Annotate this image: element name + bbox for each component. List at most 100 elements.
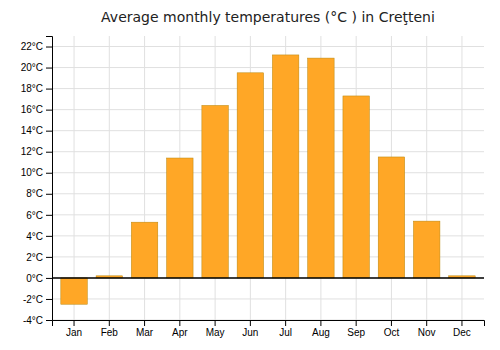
x-tick-label: May [206, 327, 225, 338]
x-tick: Apr [172, 320, 188, 338]
x-axis-line [53, 321, 485, 327]
grid-line-y [52, 214, 484, 215]
bar [413, 221, 439, 278]
x-tick-mark [179, 320, 180, 326]
y-tick: 0°C [26, 273, 52, 284]
y-tick: 12°C [21, 146, 52, 157]
chart: -4°C-2°C0°C2°C4°C6°C8°C10°C12°C14°C16°C1… [0, 0, 500, 350]
bar [378, 157, 404, 278]
x-tick-mark [285, 320, 286, 326]
x-tick-mark [426, 320, 427, 326]
x-tick-label: Dec [453, 327, 471, 338]
grid-line-y [52, 277, 484, 278]
grid-line-y [52, 130, 484, 131]
y-tick-mark [46, 257, 52, 258]
y-tick-mark [46, 47, 52, 48]
plot: -4°C-2°C0°C2°C4°C6°C8°C10°C12°C14°C16°C1… [21, 36, 485, 338]
x-tick-label: Jun [242, 327, 258, 338]
x-tick-label: Sep [347, 327, 365, 338]
x-tick-mark [250, 320, 251, 326]
bar [202, 105, 228, 278]
zero-line [52, 277, 484, 279]
grid-line-y [52, 172, 484, 173]
y-tick-label: -4°C [23, 315, 43, 326]
x-tick-label: Aug [312, 327, 330, 338]
y-tick: 2°C [26, 252, 52, 263]
x-tick-label: Apr [172, 327, 188, 338]
y-tick-mark [46, 320, 52, 321]
y-tick-label: 10°C [21, 167, 43, 178]
y-tick-mark [46, 215, 52, 216]
x-tick: Jan [66, 320, 82, 338]
x-tick-mark [144, 320, 145, 326]
y-tick-label: 2°C [26, 252, 43, 263]
grid [52, 36, 484, 320]
y-tick-mark [46, 152, 52, 153]
y-tick: 20°C [21, 62, 52, 73]
y-axis-line [46, 37, 53, 321]
grid-line-y [52, 298, 484, 299]
y-tick: 4°C [26, 231, 52, 242]
x-tick-mark [215, 320, 216, 326]
x-tick-label: Mar [136, 327, 154, 338]
title: Average monthly temperatures (°C ) in Cr… [101, 9, 435, 25]
grid-line-y [52, 67, 484, 68]
y-tick: 14°C [21, 125, 52, 136]
bar [167, 158, 193, 278]
y-tick-label: 14°C [21, 125, 43, 136]
x-tick-label: Nov [418, 327, 436, 338]
x-tick-label: Feb [101, 327, 119, 338]
y-tick: 8°C [26, 188, 52, 199]
y-tick-label: 22°C [21, 41, 43, 52]
grid-line-y [52, 46, 484, 47]
x-tick-label: Jan [66, 327, 82, 338]
grid-line-y [52, 151, 484, 152]
y-tick-label: -2°C [23, 294, 43, 305]
x-tick: Jul [279, 320, 292, 338]
bar [308, 58, 334, 278]
x-tick-mark [109, 320, 110, 326]
y-tick-mark [46, 110, 52, 111]
x-tick: Mar [136, 320, 154, 338]
bar [131, 222, 157, 278]
x-tick: May [206, 320, 225, 338]
x-tick: Aug [312, 320, 330, 338]
y-tick-label: 4°C [26, 231, 43, 242]
y-tick-label: 16°C [21, 104, 43, 115]
x-axis: Jan Feb Mar Apr May Jun Jul Aug Sep Oct Nov Dec [53, 320, 485, 338]
x-tick-mark [461, 320, 462, 326]
x-tick: Jun [242, 320, 258, 338]
y-tick: 10°C [21, 167, 52, 178]
y-tick: 16°C [21, 104, 52, 115]
y-tick-label: 8°C [26, 188, 43, 199]
y-tick-mark [46, 278, 52, 279]
grid-line-y [52, 109, 484, 110]
bars [52, 55, 484, 304]
bar [237, 73, 263, 278]
y-tick: 6°C [26, 210, 52, 221]
bar [343, 96, 369, 278]
y-tick-mark [46, 131, 52, 132]
y-tick-mark [46, 173, 52, 174]
y-tick-mark [46, 89, 52, 90]
x-tick: Feb [101, 320, 119, 338]
y-tick-mark [46, 68, 52, 69]
x-tick-label: Jul [279, 327, 292, 338]
x-tick-mark [356, 320, 357, 326]
y-tick: -2°C [23, 294, 52, 305]
x-tick: Sep [347, 320, 365, 338]
x-tick-mark [74, 320, 75, 326]
y-tick-label: 0°C [26, 273, 43, 284]
y-tick-mark [46, 236, 52, 237]
y-tick-label: 12°C [21, 146, 43, 157]
y-tick: -4°C [23, 315, 52, 326]
y-tick: 22°C [21, 41, 52, 52]
bar [61, 278, 87, 304]
y-tick-label: 6°C [26, 210, 43, 221]
x-tick-mark [320, 320, 321, 326]
y-tick-mark [46, 194, 52, 195]
x-tick-label: Oct [384, 327, 400, 338]
grid-line-y [52, 88, 484, 89]
x-tick: Oct [384, 320, 400, 338]
bar [272, 55, 298, 278]
